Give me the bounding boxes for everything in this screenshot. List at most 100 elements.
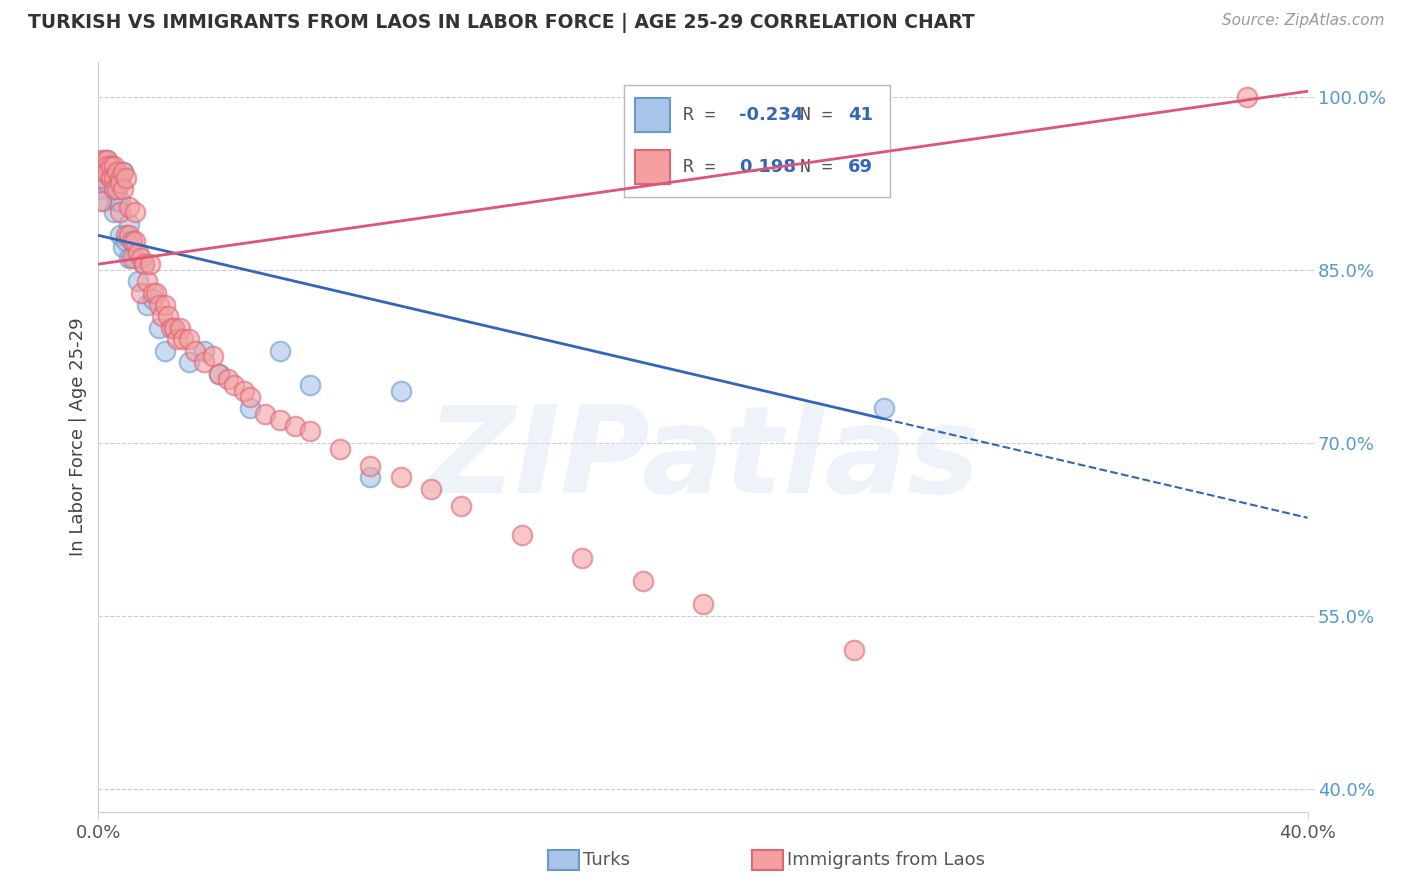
- Point: [100, 159, 122, 173]
- Point: [100, 170, 122, 185]
- Point: [127, 245, 149, 260]
- Point: [103, 182, 125, 196]
- Point: [114, 234, 136, 248]
- Point: [90, 170, 112, 185]
- Point: [96, 177, 118, 191]
- Point: [108, 205, 131, 219]
- Point: [105, 170, 128, 185]
- Point: [96, 153, 118, 168]
- Point: [284, 418, 307, 433]
- Point: [111, 165, 134, 179]
- Point: [100, 170, 122, 185]
- Point: [148, 320, 170, 334]
- Point: [93, 165, 115, 179]
- Point: [232, 384, 254, 398]
- Point: [208, 367, 231, 381]
- Point: [124, 205, 146, 219]
- Point: [103, 205, 125, 219]
- Point: [90, 194, 112, 208]
- Point: [108, 228, 131, 243]
- Point: [90, 182, 112, 196]
- Point: [108, 177, 131, 191]
- Point: [111, 240, 134, 254]
- Point: [127, 275, 149, 289]
- Point: [121, 234, 143, 248]
- Point: [631, 574, 654, 589]
- Point: [142, 285, 165, 300]
- Point: [96, 165, 118, 179]
- Point: [100, 165, 122, 179]
- Point: [193, 343, 215, 358]
- Point: [217, 372, 239, 386]
- Point: [166, 332, 188, 346]
- Point: [450, 500, 472, 514]
- Point: [239, 401, 262, 416]
- Point: [129, 252, 152, 266]
- Point: [103, 159, 125, 173]
- Point: [420, 482, 443, 496]
- Point: [96, 153, 118, 168]
- Point: [163, 320, 186, 334]
- Point: [692, 597, 714, 611]
- Text: Source: ZipAtlas.com: Source: ZipAtlas.com: [1222, 13, 1385, 29]
- Point: [299, 378, 322, 392]
- Point: [202, 350, 225, 364]
- Point: [96, 165, 118, 179]
- Point: [224, 378, 246, 392]
- Point: [139, 257, 162, 271]
- Point: [148, 297, 170, 311]
- Point: [160, 320, 183, 334]
- Point: [114, 170, 136, 185]
- Point: [269, 413, 291, 427]
- Point: [1236, 90, 1258, 104]
- Point: [96, 159, 118, 173]
- Point: [124, 234, 146, 248]
- Point: [153, 343, 176, 358]
- Point: [135, 275, 157, 289]
- Point: [844, 643, 866, 657]
- Point: [114, 228, 136, 243]
- Point: [169, 320, 191, 334]
- Text: TURKISH VS IMMIGRANTS FROM LAOS IN LABOR FORCE | AGE 25-29 CORRELATION CHART: TURKISH VS IMMIGRANTS FROM LAOS IN LABOR…: [28, 13, 974, 33]
- Point: [360, 470, 382, 484]
- Point: [239, 390, 262, 404]
- Point: [118, 252, 141, 266]
- Point: [172, 332, 194, 346]
- Point: [90, 153, 112, 168]
- Point: [299, 425, 322, 439]
- Point: [118, 217, 141, 231]
- Point: [105, 165, 128, 179]
- Point: [93, 194, 115, 208]
- Point: [132, 257, 155, 271]
- Point: [269, 343, 291, 358]
- Point: [105, 194, 128, 208]
- Point: [184, 343, 207, 358]
- Point: [93, 153, 115, 168]
- Point: [571, 551, 593, 566]
- Point: [208, 367, 231, 381]
- Point: [179, 355, 201, 369]
- Point: [360, 458, 382, 473]
- Text: ZIPatlas: ZIPatlas: [426, 401, 980, 518]
- Point: [193, 355, 215, 369]
- Point: [150, 309, 173, 323]
- Point: [145, 285, 167, 300]
- Point: [93, 159, 115, 173]
- Point: [118, 228, 141, 243]
- Y-axis label: In Labor Force | Age 25-29: In Labor Force | Age 25-29: [69, 318, 87, 557]
- Text: Turks: Turks: [583, 851, 630, 869]
- Point: [103, 170, 125, 185]
- Point: [163, 320, 186, 334]
- Point: [121, 234, 143, 248]
- Point: [90, 165, 112, 179]
- Point: [389, 470, 412, 484]
- Point: [510, 528, 533, 542]
- Point: [135, 297, 157, 311]
- Point: [142, 292, 165, 306]
- Point: [132, 257, 155, 271]
- Point: [118, 200, 141, 214]
- Point: [129, 285, 152, 300]
- Point: [253, 407, 276, 421]
- Point: [156, 309, 179, 323]
- Point: [103, 182, 125, 196]
